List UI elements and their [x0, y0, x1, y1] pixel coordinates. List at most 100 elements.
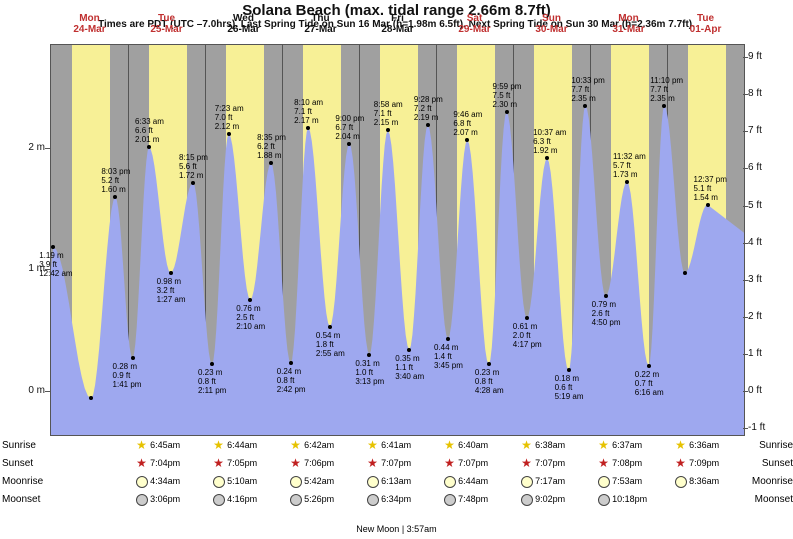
- sun-star-icon: ★: [598, 438, 609, 452]
- moon-icon: [213, 474, 225, 488]
- plot-area: Mon24-MarTue25-MarWed26-MarThu27-MarFri2…: [50, 44, 745, 436]
- sun-star-icon: ★: [136, 438, 147, 452]
- row-label: Moonrise: [752, 476, 793, 487]
- time-label: 6:36am: [689, 440, 719, 450]
- moon-icon: [521, 492, 533, 506]
- newmoon-label: New Moon | 3:57am: [50, 524, 743, 534]
- time-label: 6:40am: [458, 440, 488, 450]
- time-label: 3:06pm: [150, 494, 180, 504]
- sun-star-icon: ★: [290, 438, 301, 452]
- sun-star-icon: ★: [675, 456, 686, 470]
- tide-extremum-dot: [289, 361, 293, 365]
- y2-axis-label: 1 ft: [748, 348, 788, 359]
- day-header: Wed26-Mar: [205, 13, 282, 35]
- moon-icon: [367, 474, 379, 488]
- moon-icon: [290, 474, 302, 488]
- sun-star-icon: ★: [367, 456, 378, 470]
- time-label: 10:18pm: [612, 494, 647, 504]
- time-label: 7:09pm: [689, 458, 719, 468]
- row-label: Moonrise: [2, 476, 43, 487]
- day-header: Mon24-Mar: [51, 13, 128, 35]
- sun-star-icon: ★: [444, 438, 455, 452]
- time-label: 7:53am: [612, 476, 642, 486]
- time-label: 4:16pm: [227, 494, 257, 504]
- sun-star-icon: ★: [444, 456, 455, 470]
- row-label: Moonset: [755, 494, 793, 505]
- y2-axis-label: 9 ft: [748, 51, 788, 62]
- moon-icon: [136, 492, 148, 506]
- day-header: Tue01-Apr: [667, 13, 744, 35]
- tide-chart: Solana Beach (max. tidal range 2.66m 8.7…: [0, 0, 793, 539]
- time-label: 5:10am: [227, 476, 257, 486]
- tide-extremum-dot: [248, 298, 252, 302]
- sun-star-icon: ★: [136, 456, 147, 470]
- row-label: Sunset: [762, 458, 793, 469]
- tide-extremum-dot: [131, 356, 135, 360]
- moon-icon: [367, 492, 379, 506]
- moon-icon: [213, 492, 225, 506]
- tide-extremum-dot: [625, 180, 629, 184]
- time-label: 6:42am: [304, 440, 334, 450]
- tide-extremum-dot: [191, 181, 195, 185]
- time-label: 6:45am: [150, 440, 180, 450]
- day-header: Mon31-Mar: [590, 13, 667, 35]
- y2-axis-label: 4 ft: [748, 237, 788, 248]
- time-label: 5:26pm: [304, 494, 334, 504]
- y-axis-label: 1 m: [10, 263, 45, 274]
- y2-axis-label: 2 ft: [748, 311, 788, 322]
- time-label: 6:37am: [612, 440, 642, 450]
- y2-axis-label: 6 ft: [748, 162, 788, 173]
- day-header: Fri28-Mar: [359, 13, 436, 35]
- y2-axis-label: -1 ft: [748, 422, 788, 433]
- time-label: 4:34am: [150, 476, 180, 486]
- moon-icon: [444, 492, 456, 506]
- moon-icon: [290, 492, 302, 506]
- tide-extremum-dot: [604, 294, 608, 298]
- time-label: 7:07pm: [381, 458, 411, 468]
- time-label: 7:17am: [535, 476, 565, 486]
- moon-icon: [675, 474, 687, 488]
- y2-axis-label: 7 ft: [748, 125, 788, 136]
- moon-icon: [136, 474, 148, 488]
- moon-icon: [444, 474, 456, 488]
- time-label: 6:44am: [458, 476, 488, 486]
- row-label: Sunset: [2, 458, 33, 469]
- tide-extremum-dot: [227, 132, 231, 136]
- time-label: 8:36am: [689, 476, 719, 486]
- day-header: Sun30-Mar: [513, 13, 590, 35]
- sun-star-icon: ★: [521, 456, 532, 470]
- y2-axis-label: 5 ft: [748, 200, 788, 211]
- sun-star-icon: ★: [598, 456, 609, 470]
- sun-star-icon: ★: [213, 456, 224, 470]
- row-label: Sunrise: [2, 440, 36, 451]
- row-label: Sunrise: [759, 440, 793, 451]
- tide-extremum-dot: [407, 348, 411, 352]
- time-label: 6:41am: [381, 440, 411, 450]
- time-label: 7:48pm: [458, 494, 488, 504]
- time-label: 6:44am: [227, 440, 257, 450]
- time-label: 6:13am: [381, 476, 411, 486]
- day-header: Thu27-Mar: [282, 13, 359, 35]
- time-label: 5:42am: [304, 476, 334, 486]
- time-label: 6:34pm: [381, 494, 411, 504]
- sun-star-icon: ★: [675, 438, 686, 452]
- y-axis-label: 0 m: [10, 385, 45, 396]
- moon-icon: [598, 474, 610, 488]
- tide-extremum-dot: [367, 353, 371, 357]
- day-header: Sat29-Mar: [436, 13, 513, 35]
- time-label: 7:07pm: [458, 458, 488, 468]
- time-label: 7:08pm: [612, 458, 642, 468]
- day-header: Tue25-Mar: [128, 13, 205, 35]
- time-label: 6:38am: [535, 440, 565, 450]
- tide-extremum-dot: [446, 337, 450, 341]
- tide-extremum-dot: [647, 364, 651, 368]
- y2-axis-label: 0 ft: [748, 385, 788, 396]
- sun-star-icon: ★: [367, 438, 378, 452]
- tide-extremum-dot: [328, 325, 332, 329]
- tide-extremum-dot: [525, 316, 529, 320]
- sun-star-icon: ★: [521, 438, 532, 452]
- tide-extremum-dot: [683, 271, 687, 275]
- tide-extremum-dot: [505, 110, 509, 114]
- time-label: 9:02pm: [535, 494, 565, 504]
- y2-axis-label: 3 ft: [748, 274, 788, 285]
